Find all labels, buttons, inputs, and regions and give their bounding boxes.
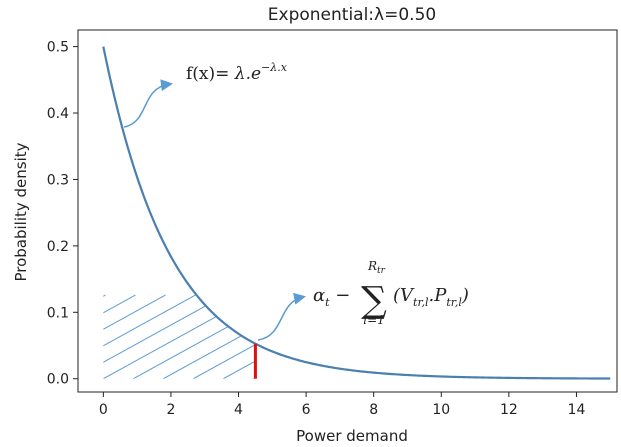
x-tick-label: 14 [568,402,586,418]
x-tick-label: 0 [99,402,108,418]
y-tick-label: 0.5 [47,40,69,56]
x-axis-ticks: 0 2 4 6 8 10 12 14 [99,392,586,418]
annotations: f(x)= λ.e−λ.x αt − ∑ Rtr l=1 (Vtr,l.Ptr,l) [123,61,469,341]
svg-text:l=1: l=1 [363,313,385,327]
hatch-line [223,294,256,379]
pdf-formula-annotation: f(x)= λ.e−λ.x [186,61,288,84]
x-tick-label: 4 [234,402,243,418]
hatch-line [0,295,45,379]
hatch-line [193,294,256,379]
chart-title: Exponential:λ=0.50 [268,5,436,25]
x-tick-label: 2 [166,402,175,418]
svg-text:∑: ∑ [361,280,387,321]
hatch-line [163,294,256,379]
x-tick-label: 12 [500,402,518,418]
hatch-line [103,294,196,379]
hatch-line [133,294,256,379]
x-axis-label: Power demand [296,427,408,445]
density-curve [102,46,611,380]
constraint-formula-arrow [257,292,306,341]
y-tick-label: 0.2 [47,239,69,255]
y-tick-label: 0.0 [47,372,69,388]
pdf-formula-arrow [123,79,173,128]
x-tick-label: 10 [432,402,450,418]
y-tick-label: 0.1 [47,305,69,321]
x-tick-label: 8 [369,402,378,418]
svg-text:(Vtr,l.Ptr,l): (Vtr,l.Ptr,l) [393,285,469,309]
plot-area-frame [77,29,618,393]
constraint-formula-annotation: αt − ∑ Rtr l=1 (Vtr,l.Ptr,l) [313,259,469,327]
hatch-line [0,295,15,379]
y-tick-label: 0.3 [47,172,69,188]
x-tick-label: 6 [302,402,311,418]
hatch-line [103,294,256,379]
y-axis-label: Probability density [12,142,30,281]
svg-text:αt −: αt − [313,285,350,309]
hatch-line [103,294,166,379]
hatch-line [103,294,226,379]
y-axis-ticks: 0.0 0.1 0.2 0.3 0.4 0.5 [47,40,78,388]
hatch-line [313,295,465,379]
y-tick-label: 0.4 [47,106,69,122]
svg-text:Rtr: Rtr [367,259,386,276]
hatch-line [103,294,136,379]
hatch-line [463,295,615,379]
hatched-area-under-curve [0,294,615,379]
